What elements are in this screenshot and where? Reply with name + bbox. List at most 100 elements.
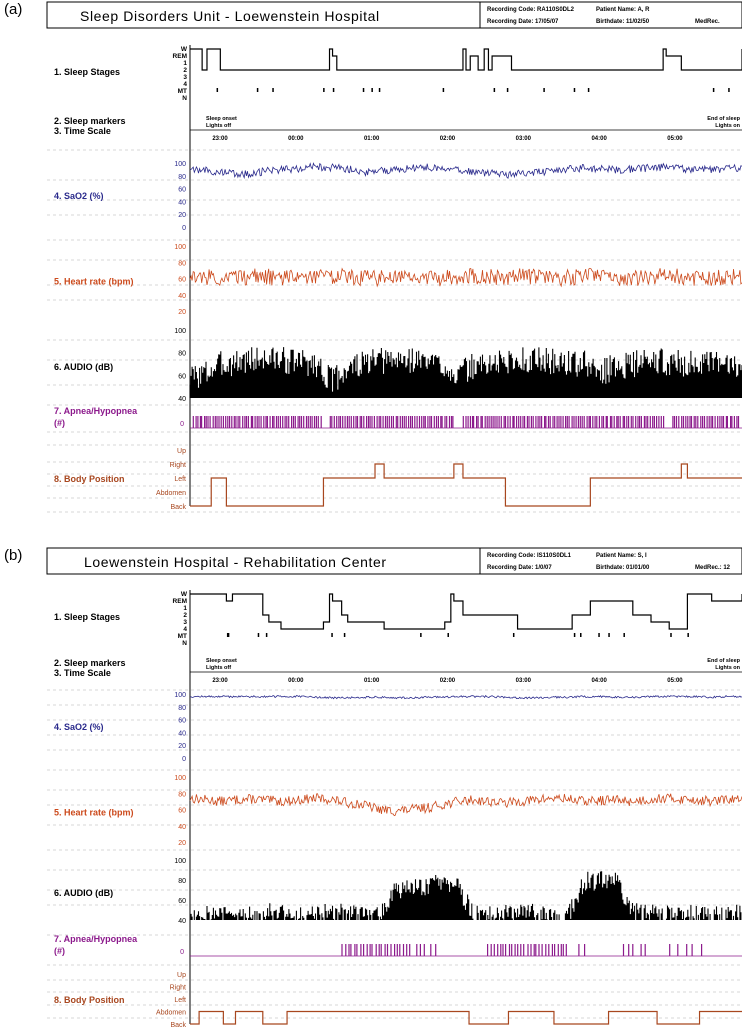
heart-tick-label: 100: [174, 775, 186, 782]
stage-tick-label: W: [181, 46, 188, 53]
stage-tick-label: REM: [173, 598, 187, 605]
row-label-sao2: 4. SaO2 (%): [54, 191, 104, 201]
mt-marker: [670, 633, 672, 637]
apnea-events: [192, 416, 740, 428]
audio-tick-label: 40: [178, 918, 186, 925]
time-tick-label: 05:00: [667, 678, 683, 684]
heart-tick-label: 20: [178, 309, 186, 316]
mt-marker: [573, 88, 576, 92]
time-tick-label: 04:00: [591, 678, 607, 684]
marker-lights-off: Lights off: [206, 665, 231, 671]
stage-tick-label: N: [182, 95, 187, 102]
header-patient-name: Patient Name: A, R: [596, 7, 650, 13]
heart-rate-trace: [189, 793, 742, 817]
time-tick-label: 04:00: [591, 136, 607, 142]
row-label-time-scale: 3. Time Scale: [54, 126, 111, 136]
time-tick-label: 23:00: [212, 136, 228, 142]
header-recording-code: Recording Code: RA110S0DL2: [487, 7, 575, 13]
heart-tick-label: 20: [178, 840, 186, 847]
mt-marker: [573, 633, 576, 637]
stage-tick-label: N: [182, 640, 187, 647]
heart-rate-trace: [189, 267, 742, 288]
mt-marker: [256, 88, 259, 92]
row-label-audio: 6. AUDIO (dB): [54, 888, 113, 898]
body-position-trace: [190, 1010, 742, 1025]
heart-tick-label: 40: [178, 293, 186, 300]
sao2-tick-label: 40: [178, 730, 186, 737]
body-position-tick-label: Up: [177, 448, 186, 455]
mt-marker: [598, 633, 600, 637]
time-tick-label: 00:00: [288, 136, 304, 142]
header-recording-date: Recording Date: 1/0/07: [487, 565, 552, 571]
row-label-sleep-markers: 2. Sleep markers: [54, 116, 126, 126]
time-tick-label: 02:00: [440, 678, 456, 684]
marker-lights-off: Lights off: [206, 123, 231, 129]
sao2-tick-label: 0: [182, 756, 186, 763]
body-position-tick-label: Left: [174, 997, 186, 1004]
header-recording-code: Recording Code: IS110S0DL1: [487, 553, 572, 559]
mt-marker: [323, 88, 325, 92]
audio-tick-label: 60: [178, 373, 186, 380]
marker-lights-on: Lights on: [715, 123, 740, 129]
audio-tick-label: 40: [178, 396, 186, 403]
sao2-tick-label: 20: [178, 212, 186, 219]
sao2-tick-label: 100: [174, 161, 186, 168]
heart-tick-label: 40: [178, 824, 186, 831]
mt-marker: [442, 88, 445, 92]
body-position-tick-label: Up: [177, 972, 186, 979]
row-label-sao2: 4. SaO2 (%): [54, 722, 104, 732]
audio-trace: [190, 871, 742, 920]
panel-a: (a) Sleep Disorders Unit - Loewenstein Ho…: [4, 1, 742, 513]
time-tick-label: 03:00: [516, 678, 532, 684]
stage-tick-label: REM: [173, 53, 187, 60]
sleep-stage-hypnogram: [190, 593, 742, 630]
mt-marker: [512, 633, 515, 637]
mt-marker: [712, 88, 715, 92]
header-box: [46, 547, 742, 575]
sao2-tick-label: 0: [182, 225, 186, 232]
audio-tick-label: 100: [174, 858, 186, 865]
header-title: Sleep Disorders Unit - Loewenstein Hospi…: [80, 8, 380, 24]
audio-tick-label: 80: [178, 351, 186, 358]
stage-tick-label: 2: [183, 67, 187, 74]
time-tick-label: 01:00: [364, 136, 380, 142]
apnea-tick-label: 0: [180, 421, 184, 428]
mt-marker: [362, 88, 365, 92]
mt-marker: [332, 88, 335, 92]
stage-tick-label: 2: [183, 612, 187, 619]
row-label-apnea: 7. Apnea/Hypopnea: [54, 934, 138, 944]
audio-trace: [189, 347, 742, 398]
mt-marker: [687, 633, 689, 637]
mt-marker: [272, 88, 274, 92]
row-label-time-scale: 3. Time Scale: [54, 668, 111, 678]
stage-tick-label: MT: [178, 633, 187, 640]
body-position-tick-label: Back: [170, 1022, 186, 1029]
body-position-tick-label: Right: [170, 985, 186, 992]
row-label-heart-rate: 5. Heart rate (bpm): [54, 808, 134, 818]
mt-marker: [623, 633, 625, 637]
time-tick-label: 02:00: [440, 136, 456, 142]
stage-tick-label: 4: [183, 626, 187, 633]
mt-marker: [343, 633, 346, 637]
header-title: Loewenstein Hospital - Rehabilitation Ce…: [84, 554, 387, 570]
row-label-heart-rate: 5. Heart rate (bpm): [54, 277, 134, 287]
mt-marker: [216, 88, 219, 92]
marker-end: End of sleep: [707, 658, 740, 664]
stage-tick-label: W: [181, 591, 188, 598]
apnea-tick-label: 0: [180, 949, 184, 956]
time-tick-label: 00:00: [288, 678, 304, 684]
mt-marker: [543, 88, 545, 92]
apnea-events: [341, 944, 703, 956]
header-recording-date: Recording Date: 17/05/07: [487, 19, 559, 25]
marker-onset: Sleep onset: [206, 658, 237, 664]
row-label-sleep-markers: 2. Sleep markers: [54, 658, 126, 668]
sao2-tick-label: 60: [178, 718, 186, 725]
time-tick-label: 01:00: [364, 678, 380, 684]
mt-marker: [227, 633, 230, 637]
mt-marker: [371, 88, 373, 92]
audio-tick-label: 100: [174, 328, 186, 335]
time-tick-label: 05:00: [667, 136, 683, 142]
panel-b: (b) Loewenstein Hospital - Rehabilitation…: [4, 547, 742, 1029]
mt-marker: [587, 88, 590, 92]
